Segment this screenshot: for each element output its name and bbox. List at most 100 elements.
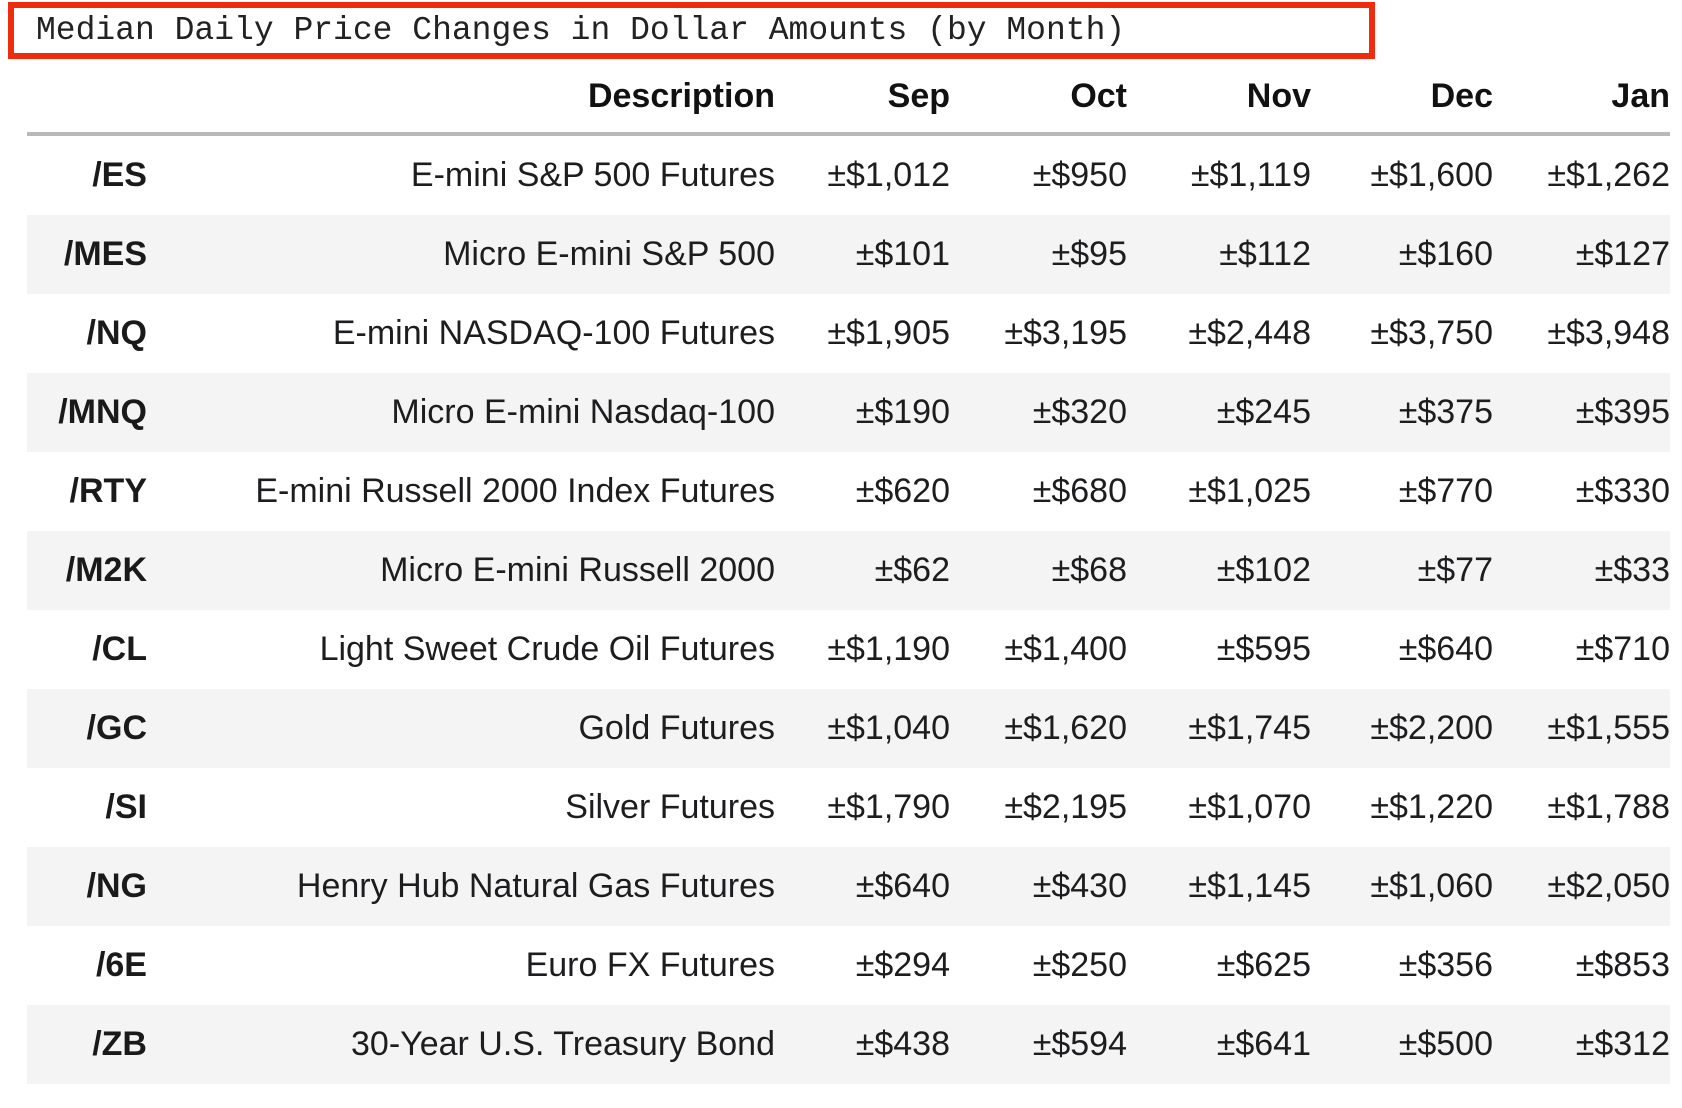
symbol-cell: /ES <box>92 156 147 194</box>
value-cell: ±$594 <box>1032 1025 1127 1063</box>
column-header-nov: Nov <box>1127 60 1311 136</box>
table-row: /ES E-mini S&P 500 Futures ±$1,012 ±$950… <box>27 134 1670 215</box>
description-cell: 30-Year U.S. Treasury Bond <box>351 1025 775 1063</box>
value-cell: ±$1,400 <box>1004 630 1127 668</box>
table-row: /ZB 30-Year U.S. Treasury Bond ±$438 ±$5… <box>27 1005 1670 1084</box>
page-title: Median Daily Price Changes in Dollar Amo… <box>36 12 1126 49</box>
value-cell: ±$1,070 <box>1188 788 1311 826</box>
value-cell: ±$1,905 <box>827 314 950 352</box>
value-cell: ±$430 <box>1032 867 1127 905</box>
description-cell: Micro E-mini Russell 2000 <box>380 551 775 589</box>
column-header-sep: Sep <box>775 60 950 136</box>
title-highlight-box: Median Daily Price Changes in Dollar Amo… <box>8 2 1375 59</box>
value-cell: ±$641 <box>1216 1025 1311 1063</box>
value-cell: ±$375 <box>1398 393 1493 431</box>
table-row: /GC Gold Futures ±$1,040 ±$1,620 ±$1,745… <box>27 689 1670 768</box>
table-header: Description Sep Oct Nov Dec Jan <box>27 60 1670 136</box>
table-row: /M2K Micro E-mini Russell 2000 ±$62 ±$68… <box>27 531 1670 610</box>
value-cell: ±$1,040 <box>827 709 950 747</box>
value-cell: ±$1,012 <box>827 156 950 194</box>
value-cell: ±$1,145 <box>1188 867 1311 905</box>
value-cell: ±$1,745 <box>1188 709 1311 747</box>
value-cell: ±$312 <box>1575 1025 1670 1063</box>
description-cell: E-mini NASDAQ-100 Futures <box>332 314 775 352</box>
value-cell: ±$620 <box>855 472 950 510</box>
value-cell: ±$320 <box>1032 393 1127 431</box>
value-cell: ±$3,948 <box>1547 314 1670 352</box>
table-row: /6E Euro FX Futures ±$294 ±$250 ±$625 ±$… <box>27 926 1670 1005</box>
column-header-description: Description <box>147 60 775 136</box>
value-cell: ±$3,195 <box>1004 314 1127 352</box>
value-cell: ±$2,200 <box>1370 709 1493 747</box>
description-cell: Micro E-mini Nasdaq-100 <box>391 393 775 431</box>
value-cell: ±$77 <box>1417 551 1493 589</box>
column-header-oct: Oct <box>950 60 1127 136</box>
table-row: /NQ E-mini NASDAQ-100 Futures ±$1,905 ±$… <box>27 294 1670 373</box>
value-cell: ±$330 <box>1575 472 1670 510</box>
column-header-symbol <box>27 60 147 136</box>
value-cell: ±$95 <box>1051 235 1127 273</box>
value-cell: ±$294 <box>855 946 950 984</box>
description-cell: Henry Hub Natural Gas Futures <box>296 867 775 905</box>
value-cell: ±$1,788 <box>1547 788 1670 826</box>
symbol-cell: /NQ <box>86 314 147 352</box>
table-row: /MNQ Micro E-mini Nasdaq-100 ±$190 ±$320… <box>27 373 1670 452</box>
value-cell: ±$356 <box>1398 946 1493 984</box>
value-cell: ±$2,050 <box>1547 867 1670 905</box>
value-cell: ±$190 <box>855 393 950 431</box>
symbol-cell: /NG <box>86 867 147 905</box>
description-cell: E-mini S&P 500 Futures <box>410 156 775 194</box>
value-cell: ±$770 <box>1398 472 1493 510</box>
price-changes-table: Description Sep Oct Nov Dec Jan /ES E-mi… <box>27 60 1670 1084</box>
symbol-cell: /ZB <box>92 1025 147 1063</box>
value-cell: ±$1,025 <box>1188 472 1311 510</box>
value-cell: ±$1,060 <box>1370 867 1493 905</box>
value-cell: ±$127 <box>1575 235 1670 273</box>
description-cell: Micro E-mini S&P 500 <box>443 235 775 273</box>
value-cell: ±$1,600 <box>1370 156 1493 194</box>
value-cell: ±$3,750 <box>1370 314 1493 352</box>
description-cell: E-mini Russell 2000 Index Futures <box>255 472 775 510</box>
table-row: /CL Light Sweet Crude Oil Futures ±$1,19… <box>27 610 1670 689</box>
symbol-cell: /SI <box>105 788 147 826</box>
value-cell: ±$2,448 <box>1188 314 1311 352</box>
value-cell: ±$595 <box>1216 630 1311 668</box>
value-cell: ±$1,620 <box>1004 709 1127 747</box>
column-header-dec: Dec <box>1311 60 1493 136</box>
value-cell: ±$1,190 <box>827 630 950 668</box>
symbol-cell: /GC <box>86 709 147 747</box>
value-cell: ±$853 <box>1575 946 1670 984</box>
table-row: /SI Silver Futures ±$1,790 ±$2,195 ±$1,0… <box>27 768 1670 847</box>
value-cell: ±$102 <box>1216 551 1311 589</box>
table-row: /RTY E-mini Russell 2000 Index Futures ±… <box>27 452 1670 531</box>
symbol-cell: /CL <box>92 630 147 668</box>
value-cell: ±$33 <box>1594 551 1670 589</box>
value-cell: ±$1,555 <box>1547 709 1670 747</box>
value-cell: ±$250 <box>1032 946 1127 984</box>
description-cell: Gold Futures <box>578 709 775 747</box>
symbol-cell: /RTY <box>69 472 147 510</box>
value-cell: ±$1,262 <box>1547 156 1670 194</box>
value-cell: ±$710 <box>1575 630 1670 668</box>
value-cell: ±$395 <box>1575 393 1670 431</box>
value-cell: ±$62 <box>874 551 950 589</box>
value-cell: ±$1,119 <box>1190 156 1311 194</box>
value-cell: ±$640 <box>855 867 950 905</box>
value-cell: ±$500 <box>1398 1025 1493 1063</box>
value-cell: ±$680 <box>1032 472 1127 510</box>
value-cell: ±$640 <box>1398 630 1493 668</box>
column-header-jan: Jan <box>1493 60 1670 136</box>
description-cell: Silver Futures <box>565 788 775 826</box>
table-row: /MES Micro E-mini S&P 500 ±$101 ±$95 ±$1… <box>27 215 1670 294</box>
value-cell: ±$112 <box>1219 235 1311 273</box>
header-row: Description Sep Oct Nov Dec Jan <box>27 60 1670 136</box>
table-body: /ES E-mini S&P 500 Futures ±$1,012 ±$950… <box>27 134 1670 1084</box>
symbol-cell: /MES <box>63 235 147 273</box>
value-cell: ±$950 <box>1032 156 1127 194</box>
symbol-cell: /MNQ <box>58 393 147 431</box>
value-cell: ±$2,195 <box>1004 788 1127 826</box>
value-cell: ±$101 <box>855 235 950 273</box>
value-cell: ±$68 <box>1051 551 1127 589</box>
value-cell: ±$438 <box>855 1025 950 1063</box>
value-cell: ±$625 <box>1216 946 1311 984</box>
